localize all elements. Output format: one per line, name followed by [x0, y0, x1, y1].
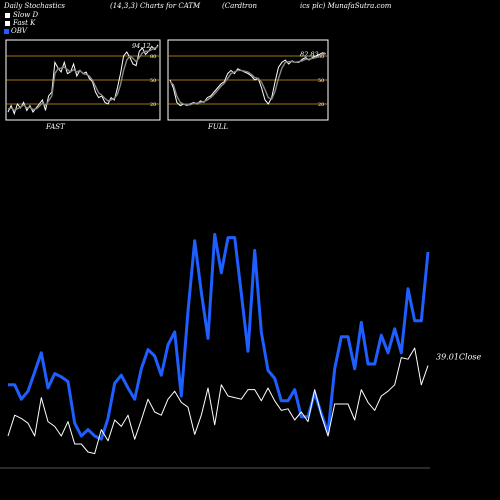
obv-panel: 39.01Close [0, 232, 482, 469]
full-last-value-label: 82.83 [300, 51, 319, 59]
obv-panel-obv-line [8, 232, 430, 441]
full-ytick-label: 80 [318, 54, 324, 60]
legend-obv: OBV [4, 27, 27, 35]
company-name: (Cardtron [222, 2, 257, 10]
legend-label-slow-d: Slow D [13, 11, 39, 19]
close-last-value-label: 39.01Close [436, 353, 482, 362]
legend-label-obv: OBV [11, 27, 27, 35]
fast-panel: 20 50 80 94.12 [5, 39, 161, 121]
site-name: ics plc) MunafaSutra.com [300, 2, 392, 10]
chart-title: Daily Stochastics [4, 2, 66, 10]
legend-slow-d: Slow D [4, 11, 38, 19]
full-panel-label: FULL [208, 123, 229, 131]
fast-panel-label: FAST [46, 123, 65, 131]
full-ytick-label: 20 [318, 102, 324, 108]
legend-fast-k: Fast K [4, 19, 35, 27]
fast-slow-d-line [7, 45, 159, 112]
chart-subtitle: (14,3,3) Charts for CATM [110, 2, 201, 10]
full-ytick-label: 50 [318, 78, 324, 84]
fast-ytick-label: 50 [150, 78, 156, 84]
legend-swatch-fast-k [4, 19, 11, 27]
obv-panel-close-line [7, 347, 429, 455]
full-slow-d-line [169, 52, 327, 106]
legend-swatch-slow-d [4, 11, 11, 19]
legend-swatch-obv [4, 28, 9, 34]
fast-ytick-label: 80 [150, 54, 156, 60]
fast-ytick-label: 20 [150, 102, 156, 108]
legend-label-fast-k: Fast K [13, 19, 36, 27]
fast-last-value-label: 94.12 [132, 42, 151, 50]
